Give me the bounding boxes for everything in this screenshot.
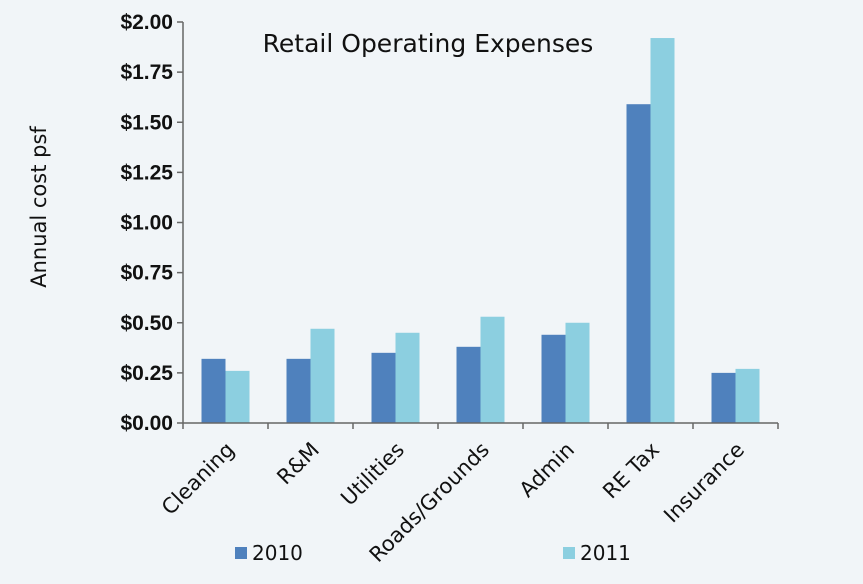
legend-label-2010: 2010: [252, 541, 303, 565]
y-tick-label: $0.50: [120, 312, 173, 335]
bar-2011-utilities: [395, 332, 420, 423]
bar-2011-r-m: [310, 328, 335, 423]
y-tick-label: $0.00: [120, 412, 173, 435]
bar-2011-roads-grounds: [480, 316, 505, 423]
x-tick-label: Cleaning: [157, 438, 239, 520]
bar-2011-re-tax: [650, 38, 675, 423]
bar-2010-cleaning: [201, 358, 226, 423]
legend-swatch-2010: [235, 547, 247, 559]
bar-2010-insurance: [711, 372, 736, 423]
bar-2010-admin: [541, 334, 566, 423]
y-tick-label: $1.75: [120, 61, 173, 84]
bar-2011-admin: [565, 322, 590, 423]
bar-2010-utilities: [371, 352, 396, 423]
legend-label-2011: 2011: [580, 541, 631, 565]
bar-2010-re-tax: [626, 104, 651, 423]
y-tick-label: $1.25: [120, 161, 173, 184]
legend: 2010 2011: [235, 541, 631, 565]
x-tick-label: Insurance: [659, 438, 749, 528]
chart-title: Retail Operating Expenses: [263, 29, 594, 58]
y-tick-label: $0.25: [120, 362, 173, 385]
bar-2010-roads-grounds: [456, 346, 481, 423]
x-tick-label: RE Tax: [598, 438, 664, 504]
bar-2011-insurance: [735, 368, 760, 423]
y-axis-label: Annual cost psf: [27, 126, 51, 288]
bar-2011-cleaning: [225, 370, 250, 423]
x-tick-label: Utilities: [336, 438, 409, 511]
x-tick-label: Admin: [515, 438, 579, 502]
x-tick-label: R&M: [272, 438, 324, 490]
y-tick-label: $1.00: [120, 212, 173, 235]
bar-2010-r-m: [286, 358, 311, 423]
y-tick-label: $1.50: [120, 111, 173, 134]
y-tick-label: $0.75: [120, 262, 173, 285]
legend-swatch-2011: [563, 547, 575, 559]
y-tick-label: $2.00: [120, 11, 173, 34]
